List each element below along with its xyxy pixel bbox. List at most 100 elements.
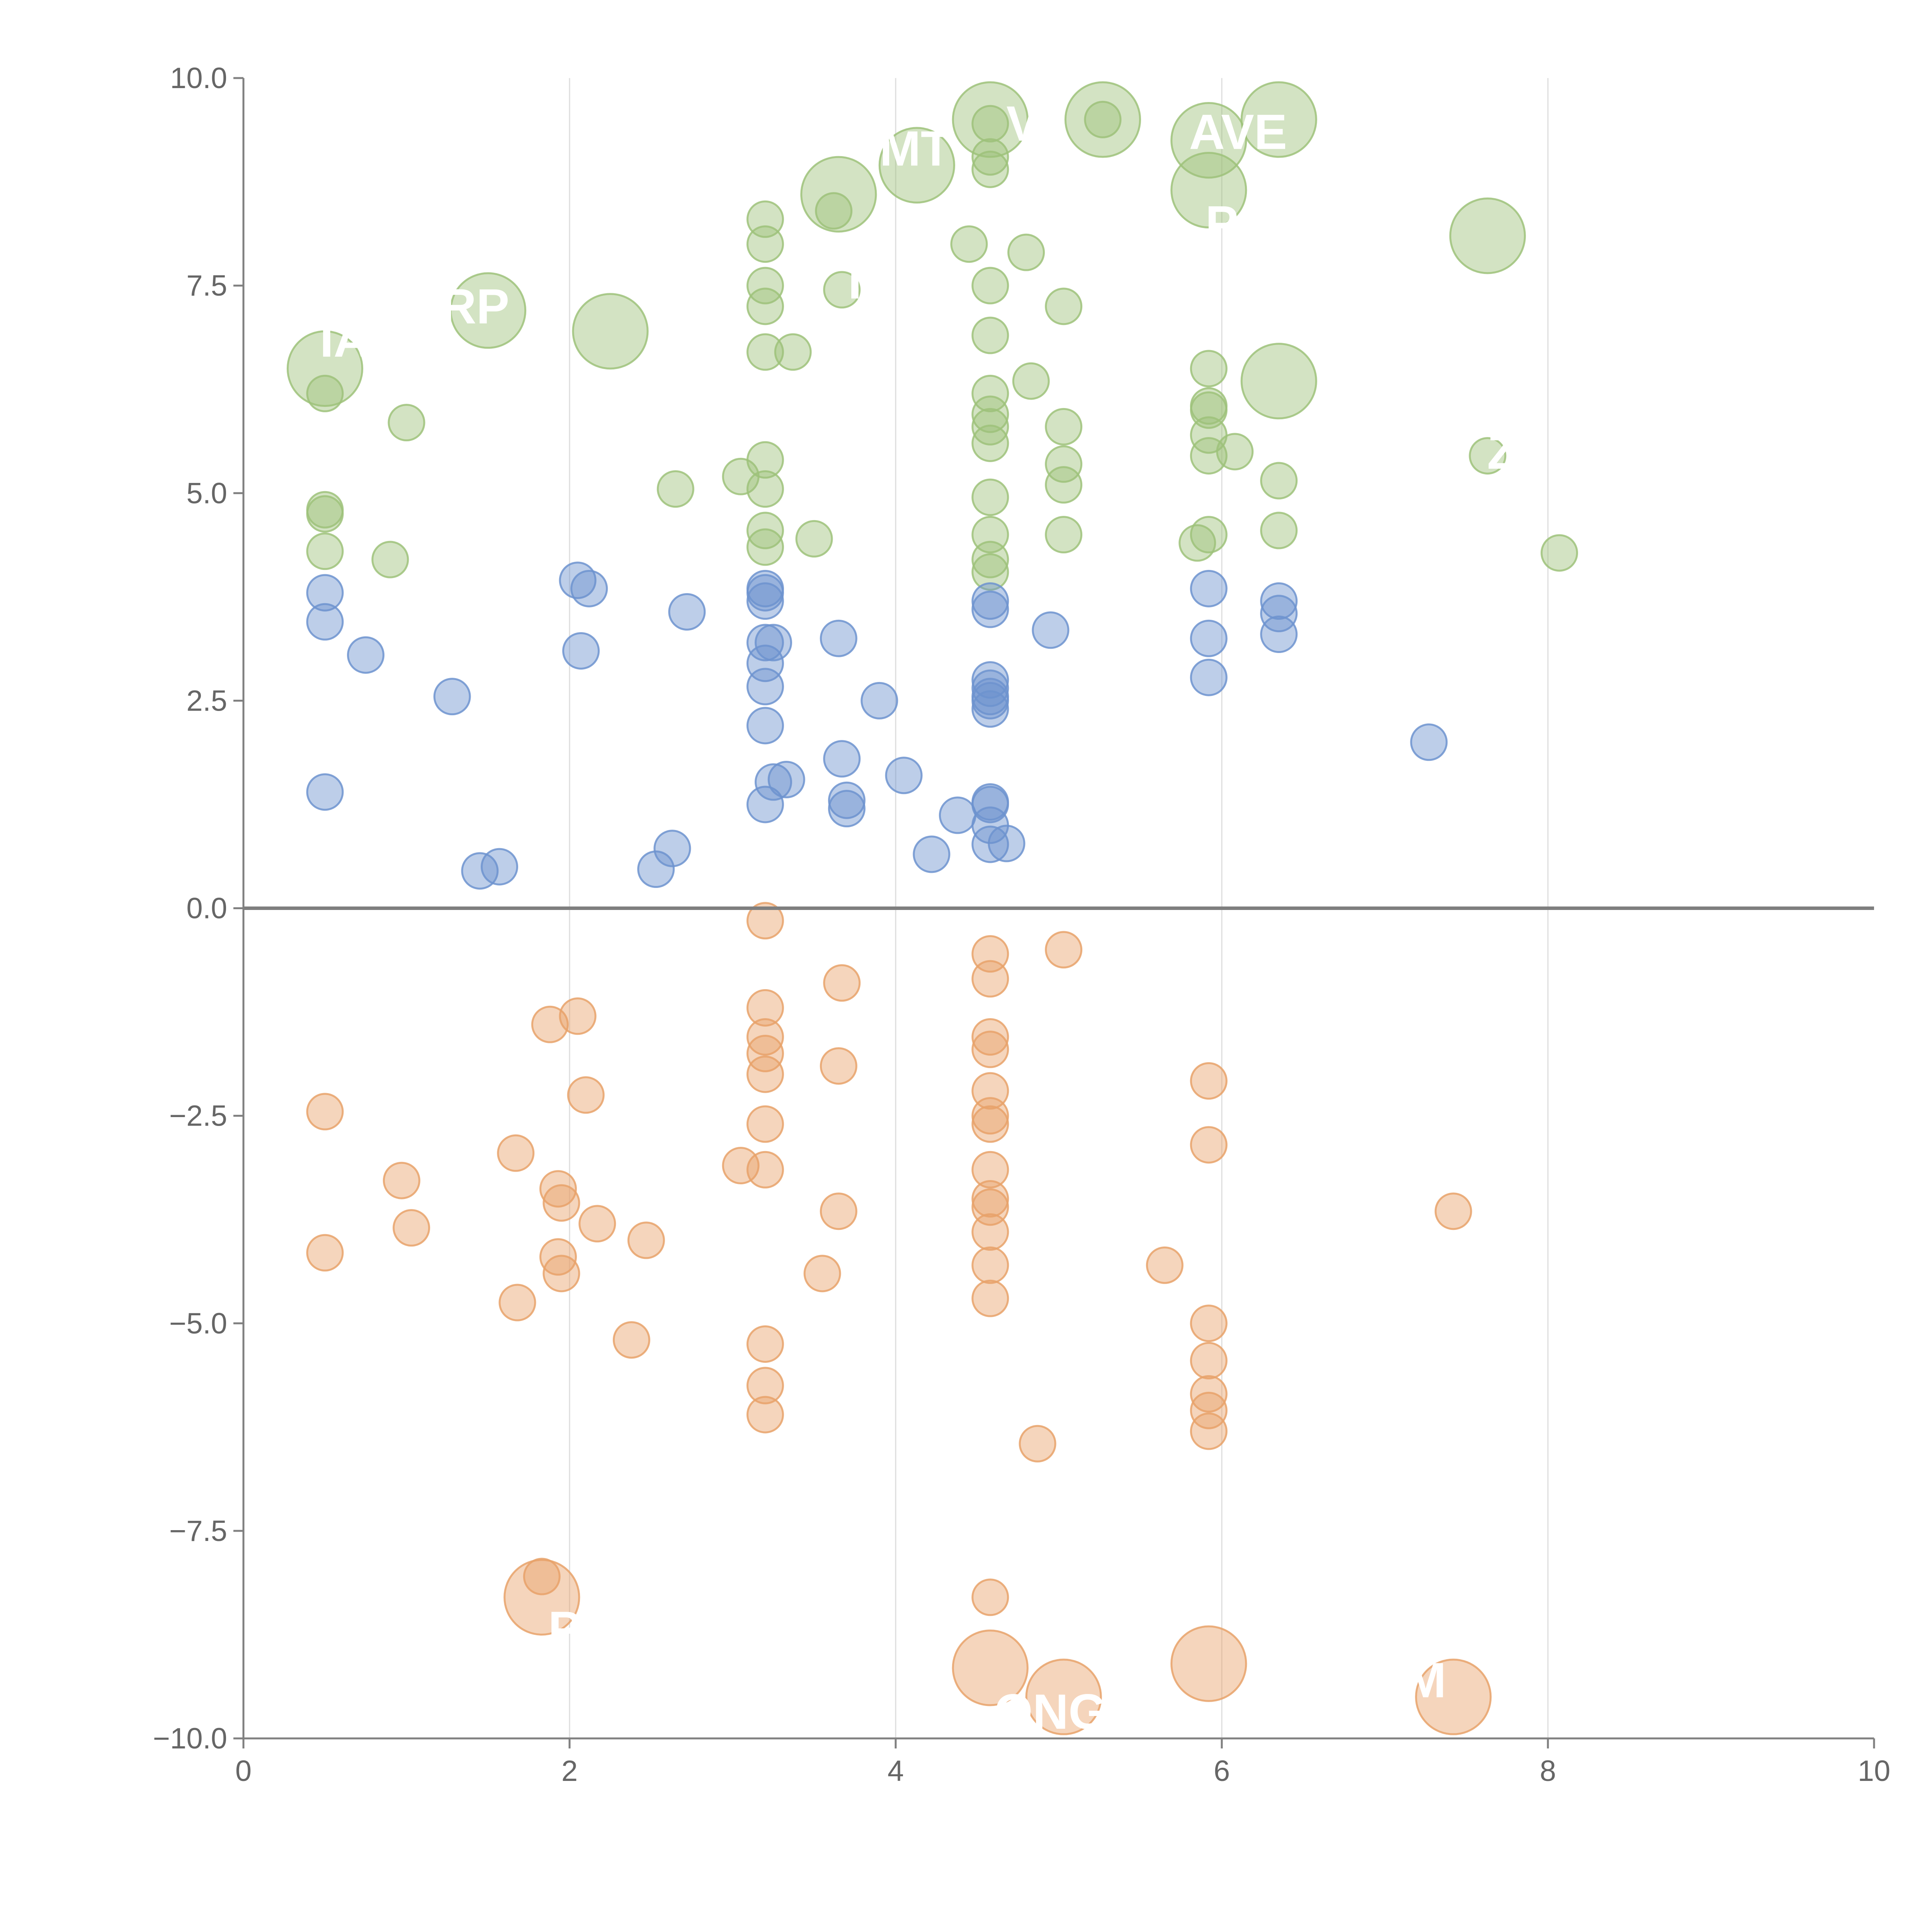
bubble-point-orange	[746, 1105, 784, 1143]
bubble-layer	[286, 81, 1578, 1735]
x-tick-label: 2	[561, 1755, 578, 1787]
bubble-point-orange	[971, 1105, 1009, 1143]
bubble-point-green	[1007, 233, 1045, 271]
bubble-point-green	[1064, 81, 1141, 158]
bubble-point-orange	[523, 1558, 561, 1595]
bubble-point-green	[971, 541, 1009, 578]
bubble-point-green	[656, 470, 694, 508]
bubble-point-blue	[939, 796, 976, 834]
bubble-point-orange	[971, 1031, 1009, 1068]
bubble-point-green	[746, 441, 784, 479]
bubble-point-green	[971, 105, 1009, 143]
bubble-point-green	[1170, 151, 1247, 229]
bubble-label: AVE	[1189, 105, 1287, 160]
bubble-label: ONG	[994, 1684, 1107, 1740]
bubble-point-blue	[971, 661, 1009, 699]
bubble-point-green	[746, 333, 784, 371]
bubble-point-orange	[559, 997, 597, 1035]
x-tick-label: 6	[1214, 1755, 1230, 1787]
y-tick-label: −2.5	[169, 1100, 227, 1133]
bubble-point-orange	[971, 1246, 1009, 1284]
bubble-point-green	[774, 333, 812, 371]
bubble-point-green	[800, 156, 877, 233]
bubble-label: T	[840, 254, 870, 309]
bubble-point-orange	[306, 1093, 344, 1131]
bubble-point-orange	[746, 989, 784, 1027]
bubble-point-green	[971, 408, 1009, 446]
bubble-point-blue	[1260, 615, 1298, 653]
annotation-layer: IA RP MT V AVE P T Z P ONG M	[320, 96, 1517, 1740]
bubble-point-orange	[820, 1047, 857, 1085]
bubble-point-blue	[971, 690, 1009, 728]
bubble-point-green	[971, 267, 1009, 304]
bubble-point-green	[952, 81, 1029, 158]
bubble-point-blue	[637, 850, 675, 888]
bubble-point-green	[971, 374, 1009, 412]
bubble-point-blue	[828, 790, 866, 828]
bubble-point-orange	[746, 1055, 784, 1093]
bubble-point-orange	[971, 1578, 1009, 1616]
bubble-point-green	[1045, 516, 1083, 554]
y-tick-label: 0.0	[186, 892, 227, 925]
bubble-point-blue	[971, 682, 1009, 719]
bubble-point-green	[971, 424, 1009, 462]
bubble-point-orange	[971, 1151, 1009, 1189]
bubble-point-orange	[539, 1170, 577, 1208]
bubble-point-green	[449, 272, 527, 349]
bubble-point-green	[286, 330, 364, 407]
bubble-point-blue	[746, 574, 784, 612]
bubble-point-blue	[746, 786, 784, 823]
bubble-point-green	[746, 512, 784, 549]
bubble-point-orange	[1190, 1375, 1228, 1413]
bubble-point-blue	[306, 574, 344, 612]
bubble-point-orange	[820, 1192, 857, 1230]
x-tick-label: 10	[1858, 1755, 1891, 1787]
bubble-point-orange	[498, 1284, 536, 1321]
bubble-point-orange	[746, 1325, 784, 1363]
y-tick-label: −5.0	[169, 1307, 227, 1340]
bubble-point-blue	[971, 590, 1009, 628]
bubble-point-green	[1170, 102, 1247, 179]
y-tick-label: 10.0	[170, 62, 227, 95]
bubble-point-orange	[952, 1629, 1029, 1706]
y-tick-label: 5.0	[186, 477, 227, 510]
bubble-point-green	[1045, 445, 1083, 483]
bubble-point-blue	[828, 781, 866, 819]
bubble-point-orange	[1019, 1425, 1056, 1463]
bubble-point-orange	[746, 1034, 784, 1072]
bubble-point-blue	[347, 636, 384, 674]
bubble-point-orange	[746, 1367, 784, 1405]
bubble-point-blue	[306, 773, 344, 811]
bubble-point-orange	[1190, 1062, 1228, 1100]
y-tick-label: 7.5	[186, 269, 227, 302]
bubble-point-blue	[820, 619, 857, 657]
bubble-point-orange	[1190, 1412, 1228, 1450]
bubble-point-orange	[503, 1559, 580, 1636]
bubble-point-blue	[746, 582, 784, 620]
bubble-point-orange	[971, 1097, 1009, 1135]
bubble-point-blue	[885, 757, 923, 794]
bubble-point-orange	[1190, 1391, 1228, 1429]
y-tick-label: −7.5	[169, 1515, 227, 1548]
bubble-point-orange	[1434, 1192, 1472, 1230]
bubble-point-orange	[531, 1005, 569, 1043]
bubble-point-orange	[393, 1209, 430, 1247]
bubble-point-green	[746, 287, 784, 325]
bubble-label: MT	[879, 121, 951, 177]
bubble-point-green	[1190, 350, 1228, 388]
bubble-point-green	[746, 528, 784, 566]
bubble-point-green	[1012, 362, 1050, 400]
bubble-point-green	[388, 404, 425, 442]
bubble-point-green	[1045, 287, 1083, 325]
bubble-point-blue	[746, 624, 784, 662]
bubble-label: Z	[1487, 424, 1517, 480]
bubble-point-blue	[913, 835, 951, 873]
bubble-point-green	[1190, 516, 1228, 554]
bubble-point-green	[746, 470, 784, 508]
bubble-point-green	[971, 478, 1009, 516]
bubble-point-orange	[578, 1205, 616, 1243]
bubble-point-orange	[497, 1134, 535, 1172]
bubble-point-green	[572, 293, 649, 370]
bubble-point-orange	[612, 1321, 650, 1359]
bubble-point-orange	[306, 1234, 344, 1272]
